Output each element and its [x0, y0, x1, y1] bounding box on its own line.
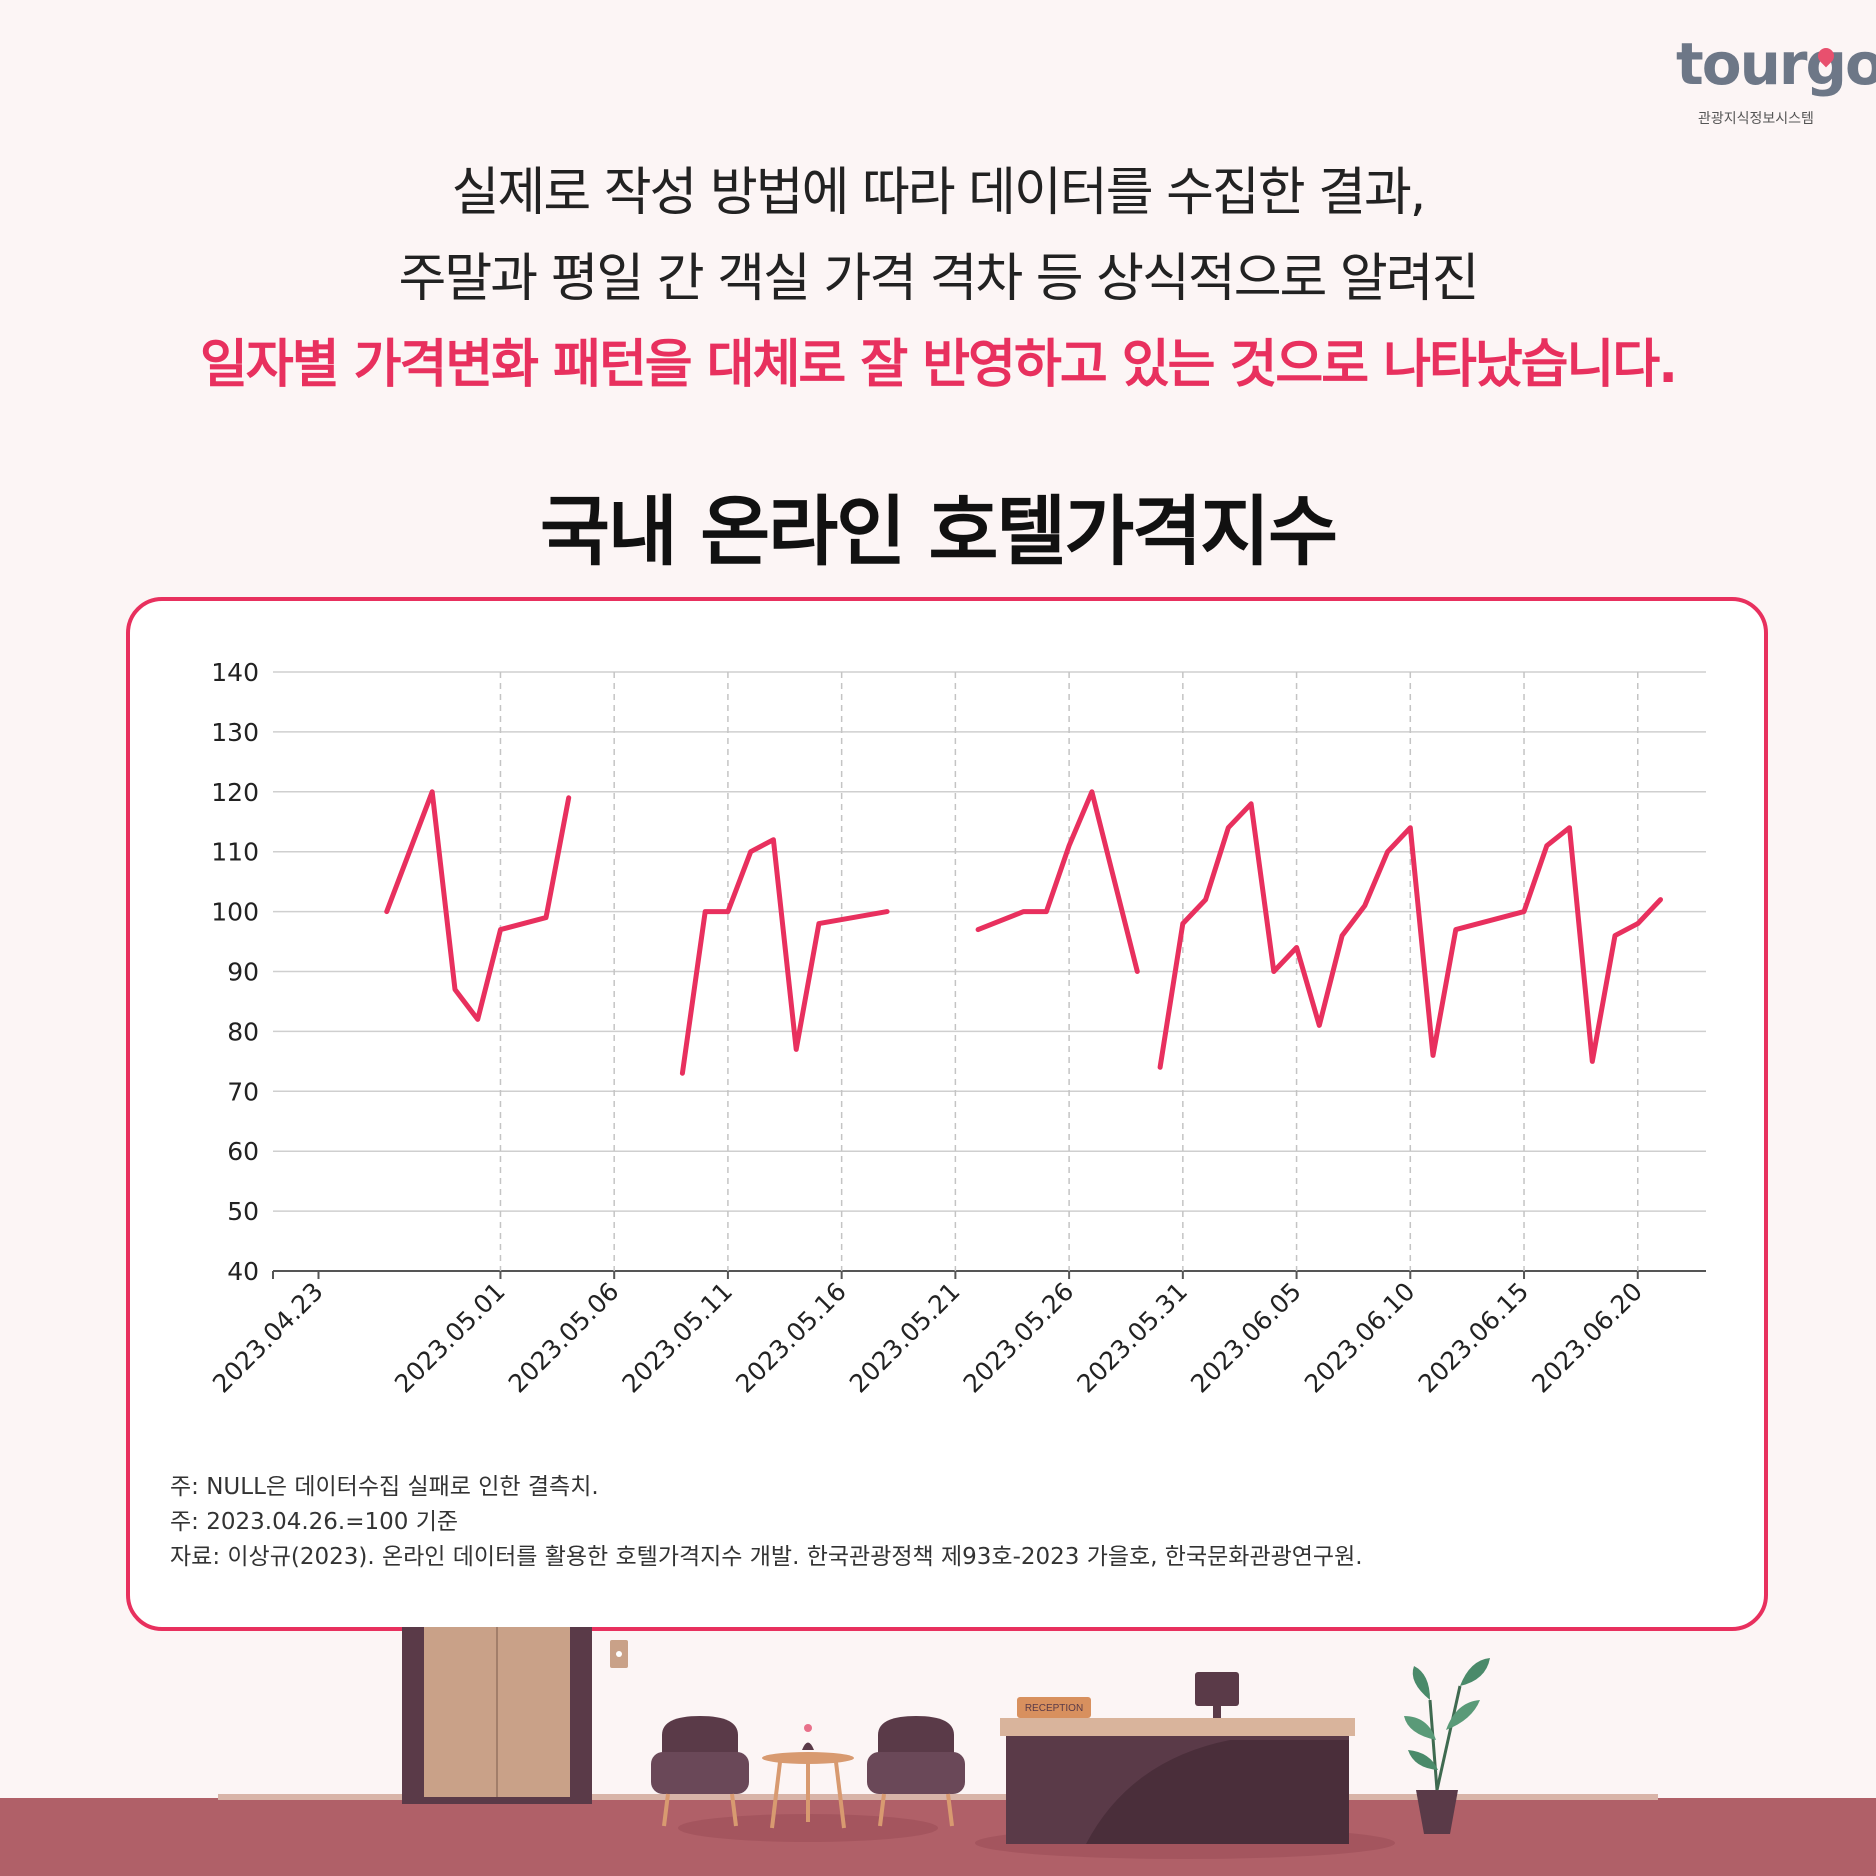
y-tick-label: 80 — [227, 1017, 259, 1046]
headline-line-1: 실제로 작성 방법에 따라 데이터를 수집한 결과, — [451, 163, 1427, 223]
reception-sign-text: RECEPTION — [1025, 1703, 1083, 1714]
elevator-button-panel — [610, 1640, 628, 1668]
x-tick-label: 2023.06.15 — [1413, 1277, 1535, 1397]
floor — [0, 1798, 1876, 1876]
tourgo-logo: tourgo 관광지식정보시스템 — [1668, 30, 1876, 130]
y-tick-label: 130 — [211, 718, 259, 747]
chart-card — [126, 597, 1768, 1631]
note-missing-data: 주: NULL은 데이터수집 실패로 인한 결측치. — [170, 1474, 599, 1500]
price-index-line — [384, 789, 572, 1022]
line-chart: 40 50 60 70 80 90 100 110 120 130 140 2023.04.23 202… — [207, 658, 1706, 1397]
y-tick-label: 50 — [227, 1197, 259, 1226]
armchair-right — [867, 1716, 965, 1827]
potted-plant — [1404, 1658, 1490, 1834]
y-tick-label: 90 — [227, 958, 259, 987]
x-tick-label: 2023.05.26 — [958, 1277, 1080, 1397]
y-tick-label: 60 — [227, 1137, 259, 1166]
y-tick-label: 70 — [227, 1077, 259, 1106]
chart-title: 국내 온라인 호텔가격지수 — [539, 487, 1338, 576]
y-tick-label: 110 — [211, 838, 259, 867]
side-table — [762, 1724, 854, 1829]
baseboard — [218, 1794, 1658, 1800]
logo-wordmark: tourgo — [1676, 30, 1876, 98]
rug — [678, 1814, 938, 1842]
x-tick-label: 2023.05.31 — [1071, 1277, 1193, 1397]
headline-line-2: 주말과 평일 간 객실 가격 격차 등 상식적으로 알려진 — [398, 249, 1480, 309]
x-tick-label: 2023.05.06 — [503, 1277, 625, 1397]
x-tick-label: 2023.04.23 — [207, 1277, 329, 1397]
note-source: 자료: 이상규(2023). 온라인 데이터를 활용한 호텔가격지수 개발. 한… — [170, 1544, 1363, 1570]
x-tick-label: 2023.05.11 — [616, 1277, 738, 1397]
y-tick-label: 120 — [211, 778, 259, 807]
y-tick-label: 100 — [211, 898, 259, 927]
logo-subtitle: 관광지식정보시스템 — [1698, 111, 1814, 127]
desk-shadow — [975, 1827, 1395, 1859]
price-index-line — [679, 837, 890, 1076]
x-tick-label: 2023.05.16 — [730, 1277, 852, 1397]
x-tick-label: 2023.06.05 — [1185, 1277, 1307, 1397]
note-base-date: 주: 2023.04.26.=100 기준 — [170, 1509, 459, 1535]
monitor-icon — [1195, 1672, 1239, 1706]
x-tick-label: 2023.05.21 — [844, 1277, 966, 1397]
reception-desk: RECEPTION — [1000, 1672, 1355, 1844]
x-tick-label: 2023.06.20 — [1526, 1277, 1648, 1397]
reception-sign — [1017, 1697, 1091, 1718]
chart-notes: 주: NULL은 데이터수집 실패로 인한 결측치. 주: 2023.04.26… — [170, 1470, 1363, 1575]
x-tick-label: 2023.06.10 — [1299, 1277, 1421, 1397]
y-tick-label: 40 — [227, 1257, 259, 1286]
armchair-left — [651, 1716, 749, 1827]
headline-highlight: 일자별 가격변화 패턴을 대체로 잘 반영하고 있는 것으로 나타났습니다. — [200, 335, 1678, 395]
vase-icon — [802, 1742, 814, 1750]
y-tick-label: 140 — [211, 658, 259, 687]
x-tick-label: 2023.05.01 — [389, 1277, 511, 1397]
price-index-line — [975, 789, 1140, 974]
elevator — [402, 1627, 628, 1804]
